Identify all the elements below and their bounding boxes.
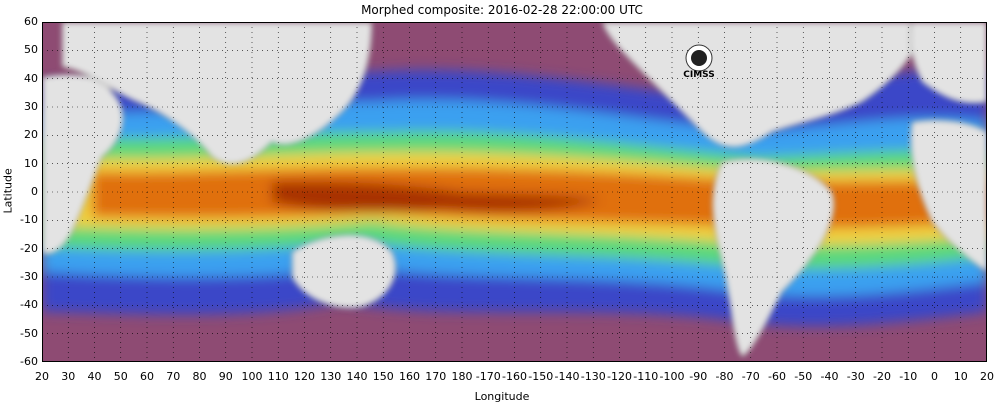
- x-tick-label: -10: [899, 370, 918, 383]
- x-tick-label: -70: [741, 370, 760, 383]
- x-tick-label: 20: [980, 370, 994, 383]
- y-tick-label: 60: [24, 15, 38, 28]
- y-tick-label: -10: [20, 213, 38, 227]
- x-tick-label: 60: [140, 370, 154, 383]
- y-tick-label: -30: [20, 270, 38, 283]
- x-tick-label: 150: [372, 370, 394, 383]
- x-tick-label: 30: [61, 370, 76, 383]
- x-tick-label: 50: [113, 370, 128, 383]
- australia-land: [291, 234, 397, 309]
- asia-land: [61, 22, 373, 165]
- y-tick-label: -40: [20, 298, 38, 312]
- africa-east-land: [910, 119, 987, 273]
- y-tick-label: 30: [24, 100, 38, 113]
- x-tick-label: 100: [241, 370, 263, 383]
- map-frame: [42, 22, 987, 362]
- x-tick-label: 110: [267, 370, 289, 383]
- x-tick-label: -60: [768, 370, 786, 383]
- x-tick-label: 10: [953, 370, 968, 383]
- x-tick-label: -40: [820, 370, 839, 383]
- map-title: Morphed composite: 2016-02-28 22:00:00 U…: [361, 3, 643, 17]
- x-tick-label: -110: [633, 370, 659, 383]
- x-tick-label: -30: [846, 370, 865, 383]
- x-tick-label: -170: [475, 370, 501, 383]
- moisture-core: [272, 181, 602, 214]
- x-tick-label: -140: [554, 370, 580, 383]
- x-tick-label: -20: [873, 370, 891, 383]
- y-tick-label: -20: [20, 241, 38, 255]
- north-america-land: [601, 22, 923, 148]
- y-tick-label: 10: [24, 156, 38, 170]
- x-tick-label: 170: [425, 370, 447, 383]
- x-tick-label: 20: [35, 370, 49, 383]
- cimss-logo: CIMSS: [683, 44, 715, 80]
- x-tick-label: -80: [715, 370, 734, 383]
- y-tick-label: 20: [24, 128, 38, 142]
- x-tick-label: 180: [451, 370, 473, 383]
- y-tick-label: -50: [20, 326, 38, 340]
- x-axis-label: Longitude: [474, 390, 530, 403]
- y-tick-label: -60: [20, 355, 38, 368]
- y-tick-label: 50: [24, 43, 38, 57]
- x-tick-label: -120: [607, 370, 632, 383]
- x-tick-label: 160: [399, 370, 420, 383]
- x-tick-label: -50: [794, 370, 813, 383]
- precipitable-water-map: [42, 22, 987, 362]
- x-tick-label: -160: [502, 370, 527, 383]
- x-tick-label: 120: [294, 370, 315, 383]
- graticule: [42, 22, 987, 362]
- x-tick-label: 40: [87, 370, 102, 383]
- south-america-land: [712, 158, 835, 358]
- x-tick-label: 90: [218, 370, 233, 383]
- x-tick-label: 140: [346, 370, 368, 383]
- x-tick-label: -130: [580, 370, 606, 383]
- x-tick-label: -100: [659, 370, 685, 383]
- x-tick-label: -90: [689, 370, 708, 383]
- cimss-logo-text: CIMSS: [683, 70, 714, 80]
- y-tick-label: 0: [31, 185, 38, 198]
- x-tick-label: -150: [528, 370, 554, 383]
- x-tick-label: 130: [320, 370, 342, 383]
- x-tick-label: 80: [192, 370, 207, 383]
- land-fill: [42, 22, 987, 358]
- europe-land: [909, 22, 987, 104]
- y-tick-label: 40: [24, 71, 38, 85]
- x-tick-label: 0: [931, 370, 938, 383]
- x-tick-label: 70: [166, 370, 181, 383]
